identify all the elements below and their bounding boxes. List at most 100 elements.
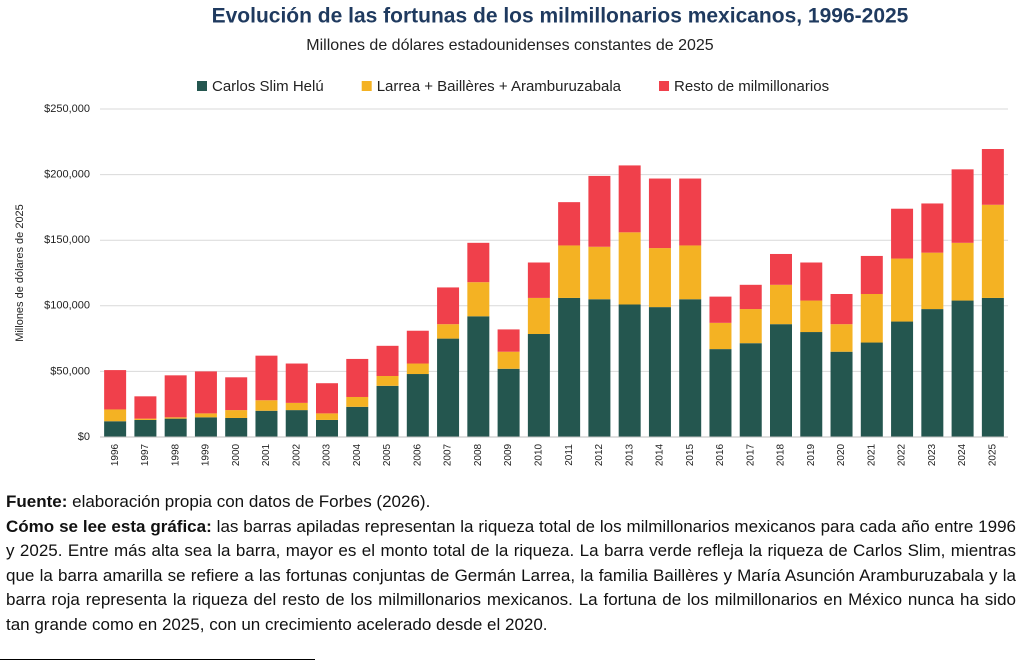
x-tick-label: 2002: [291, 443, 302, 466]
bar-segment: [558, 202, 581, 246]
bar-segment: [679, 245, 702, 300]
bar-segment: [951, 300, 974, 437]
bar-segment: [679, 299, 702, 437]
footnote-rule: [0, 659, 315, 660]
bar-segment: [860, 342, 883, 437]
x-tick-label: 2010: [534, 443, 545, 466]
legend-label: Resto de milmillonarios: [674, 78, 829, 95]
bar-segment: [437, 338, 460, 437]
bar-segment: [255, 355, 278, 401]
y-tick-label: $0: [78, 431, 90, 443]
bar-segment: [588, 299, 611, 437]
bar-segment: [225, 377, 248, 411]
legend-swatch: [659, 81, 670, 91]
bar-segment: [497, 351, 520, 369]
bar-segment: [255, 410, 278, 437]
bar-segment: [406, 330, 429, 364]
bar-segment: [770, 284, 792, 325]
bar-segment: [739, 309, 762, 344]
x-tick-label: 2000: [231, 443, 242, 466]
chart-title: Evolución de las fortunas de los milmill…: [212, 5, 909, 28]
legend-swatch: [197, 81, 207, 91]
bar-segment: [467, 282, 490, 317]
bar-segment: [860, 255, 883, 294]
bar-segment: [558, 245, 581, 298]
bar-segment: [588, 246, 611, 300]
x-tick-label: 2009: [503, 443, 514, 466]
bar-segment: [800, 300, 823, 333]
bar-segment: [527, 334, 550, 437]
bar-segment: [164, 375, 187, 418]
bar-segment: [618, 304, 641, 437]
x-tick-label: 2023: [927, 443, 938, 466]
y-tick-label: $250,000: [44, 103, 90, 115]
y-tick-label: $150,000: [44, 234, 90, 246]
x-tick-label: 1996: [110, 443, 121, 466]
bar-segment: [981, 204, 1004, 298]
bar-segment: [921, 203, 944, 253]
bar-segment: [800, 262, 823, 301]
bar-segment: [891, 208, 914, 259]
bar-segment: [376, 345, 399, 376]
y-tick-label: $50,000: [50, 365, 90, 377]
x-tick-label: 2007: [443, 443, 454, 466]
legend-label: Larrea + Baillères + Aramburuzabala: [377, 78, 622, 95]
bar-segment: [437, 324, 460, 339]
x-tick-label: 2015: [685, 443, 696, 466]
x-tick-label: 2001: [261, 443, 272, 466]
reading-text: las barras apiladas representan la rique…: [6, 516, 1016, 634]
x-tick-label: 2021: [866, 443, 877, 466]
bar-segment: [891, 258, 914, 322]
legend-swatch: [361, 81, 372, 91]
x-tick-label: 2025: [988, 443, 999, 466]
bar-segment: [558, 297, 581, 437]
x-tick-label: 2003: [322, 443, 333, 466]
x-tick-label: 2013: [624, 443, 635, 466]
bar-segment: [285, 410, 308, 437]
source-label: Fuente:: [6, 492, 68, 511]
bar-segment: [951, 169, 974, 243]
source-note: Fuente: elaboración propia con datos de …: [6, 490, 1016, 515]
bar-segment: [134, 396, 157, 419]
y-tick-label: $100,000: [44, 300, 90, 312]
bar-segment: [316, 383, 338, 414]
x-tick-label: 2014: [655, 443, 666, 466]
bar-segment: [921, 252, 944, 310]
bar-segment: [225, 410, 248, 418]
bar-segment: [830, 324, 853, 352]
reading-note: Cómo se lee esta gráfica: las barras api…: [6, 515, 1016, 638]
bar-segment: [316, 419, 338, 437]
bar-segment: [376, 385, 399, 437]
bar-segment: [316, 413, 338, 420]
bar-segment: [527, 262, 550, 298]
bar-segment: [164, 417, 187, 419]
x-tick-label: 2004: [352, 443, 363, 466]
bar-segment: [739, 343, 762, 437]
bar-segment: [709, 296, 732, 323]
x-tick-label: 2012: [594, 443, 605, 466]
bar-segment: [648, 307, 671, 437]
bar-segment: [830, 351, 853, 437]
bar-segment: [104, 370, 127, 410]
bar-segment: [104, 409, 127, 422]
bar-segment: [770, 324, 792, 437]
bar-segment: [194, 371, 217, 414]
bar-segment: [527, 297, 550, 335]
bar-segment: [648, 248, 671, 308]
x-tick-label: 2019: [806, 443, 817, 466]
y-axis-title: Millones de dólares de 2025: [14, 204, 26, 342]
x-tick-label: 2020: [836, 443, 847, 466]
bar-segment: [618, 232, 641, 305]
bar-segment: [134, 418, 157, 420]
bar-segment: [376, 375, 399, 386]
x-tick-label: 2024: [957, 443, 968, 466]
bar-segment: [255, 400, 278, 411]
bar-segment: [225, 417, 248, 437]
chart-subtitle: Millones de dólares estadounidenses cons…: [306, 37, 713, 54]
bar-segment: [588, 175, 611, 247]
chart: Evolución de las fortunas de los milmill…: [14, 5, 1008, 466]
bar-segment: [164, 418, 187, 437]
bar-segment: [497, 368, 520, 437]
x-tick-label: 2008: [473, 443, 484, 466]
